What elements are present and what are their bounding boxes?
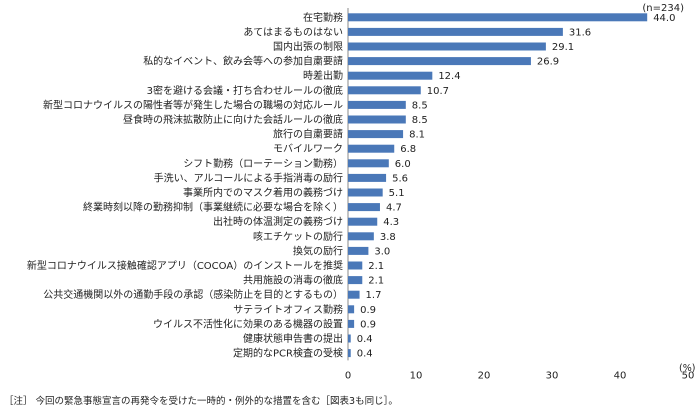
value-label: 29.1 [552, 42, 574, 53]
value-label: 3.0 [374, 246, 390, 257]
bar [348, 57, 531, 66]
value-label: 6.0 [395, 159, 411, 170]
category-label: 3密を避ける会議・打ち合わせルールの徹底 [147, 84, 343, 97]
bar [348, 86, 421, 95]
category-label: 手洗い、アルコールによる手指消毒の励行 [154, 171, 343, 184]
bar [348, 246, 369, 255]
category-label: 国内出張の制限 [273, 40, 343, 53]
footnote: ［注］ 今回の緊急事態宣言の再発令を受けた一時的・例外的な措置を含む［図表3も同… [4, 396, 398, 407]
bar [348, 188, 383, 197]
category-label: 公共交通機関以外の通勤手段の承認（感染防止を目的とするもの） [43, 288, 343, 301]
category-label: 定期的なPCR検査の受検 [233, 347, 343, 360]
value-label: 5.6 [392, 173, 408, 184]
sample-size-label: (n=234) [642, 3, 684, 14]
bar [348, 144, 395, 153]
value-label: 6.8 [400, 144, 416, 155]
category-label: あてはまるものはない [243, 26, 343, 38]
bar [348, 319, 355, 328]
value-label: 2.1 [368, 261, 384, 272]
x-axis-unit-label: (%) [679, 363, 696, 374]
value-label: 3.8 [380, 232, 396, 243]
category-label: 時差出勤 [303, 69, 343, 82]
value-label: 10.7 [427, 86, 449, 97]
value-label: 1.7 [366, 290, 382, 301]
category-label: 旅行の自粛要請 [273, 128, 343, 141]
bar [348, 217, 378, 226]
category-label: 在宅勤務 [303, 11, 343, 24]
value-label: 31.6 [569, 27, 591, 38]
category-label: 事業所内でのマスク着用の義務づけ [183, 186, 343, 199]
value-label: 0.4 [357, 334, 373, 345]
category-label: 新型コロナウイルス接触確認アプリ（COCOA）のインストールを推奨 [27, 259, 343, 272]
x-tick-label: 30 [546, 370, 559, 381]
value-label: 0.4 [357, 349, 373, 360]
value-label: 44.0 [653, 13, 675, 24]
value-label: 12.4 [438, 71, 460, 82]
x-tick-label: 40 [614, 370, 627, 381]
category-label: 昼食時の飛沫拡散防止に向けた会話ルールの徹底 [123, 113, 343, 126]
bar [348, 173, 387, 182]
bar [348, 305, 355, 314]
bar [348, 276, 363, 285]
value-label: 0.9 [360, 305, 376, 316]
value-label: 5.1 [389, 188, 405, 199]
value-label: 0.9 [360, 319, 376, 330]
category-label: 私的なイベント、飲み会等への参加自粛要請 [143, 55, 343, 68]
category-label: サテライトオフィス勤務 [233, 303, 343, 316]
value-label: 2.1 [368, 276, 384, 287]
value-label: 8.1 [409, 130, 425, 141]
bar [348, 13, 648, 22]
category-label: 新型コロナウイルスの陽性者等が発生した場合の職場の対応ルール [43, 98, 343, 111]
value-label: 4.3 [383, 217, 399, 228]
bar [348, 290, 360, 299]
value-label: 8.5 [412, 100, 428, 111]
bar [348, 349, 351, 358]
bar [348, 159, 389, 168]
bar [348, 334, 351, 343]
category-label: 健康状態申告書の提出 [243, 332, 343, 345]
bar [348, 27, 563, 36]
category-label: 終業時刻以降の勤務抑制（事業継続に必要な場合を除く） [83, 201, 343, 214]
bar [348, 130, 404, 139]
category-label: ウイルス不活性化に効果のある機器の設置 [153, 317, 343, 330]
bar [348, 203, 380, 212]
category-label: 咳エチケットの励行 [253, 230, 343, 243]
x-tick-label: 10 [410, 370, 423, 381]
bar [348, 115, 406, 124]
value-label: 4.7 [386, 203, 402, 214]
x-tick-label: 20 [478, 370, 491, 381]
bar [348, 42, 546, 51]
bar [348, 100, 406, 109]
x-tick-label: 50 [682, 370, 695, 381]
bar [348, 71, 433, 80]
value-label: 8.5 [412, 115, 428, 126]
value-label: 26.9 [537, 57, 559, 68]
x-tick-label: 0 [345, 370, 351, 381]
category-label: シフト勤務（ローテーション勤務） [183, 157, 343, 170]
category-label: 換気の励行 [293, 244, 343, 257]
bar [348, 232, 374, 241]
category-label: 出社時の体温測定の義務づけ [213, 215, 343, 228]
bar [348, 261, 363, 270]
category-label: モバイルワーク [273, 143, 343, 155]
category-label: 共用施設の消毒の徹底 [243, 274, 343, 287]
